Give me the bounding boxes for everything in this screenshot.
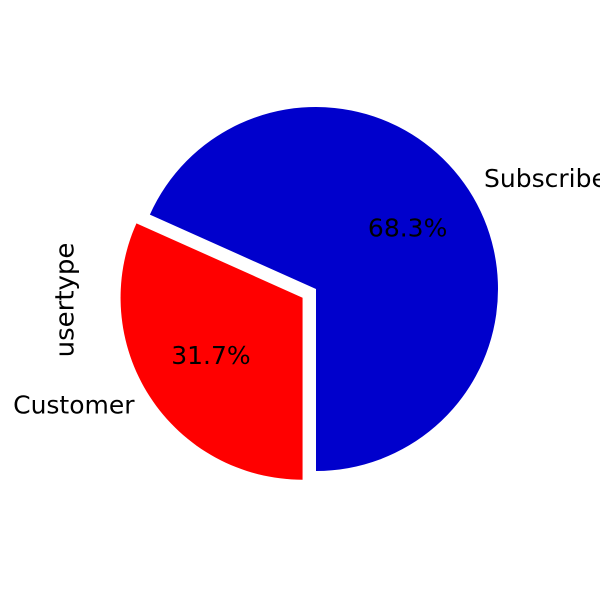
- y-axis-label: usertype: [51, 243, 81, 358]
- pie-percent-label-customer: 31.7%: [171, 341, 250, 370]
- pie-slices: [120, 106, 498, 480]
- pie-slice-subscriber: [149, 106, 498, 471]
- pie-category-label-subscriber: Subscriber: [484, 164, 600, 193]
- pie-category-label-customer: Customer: [13, 391, 135, 420]
- pie-percent-label-subscriber: 68.3%: [368, 214, 447, 243]
- pie-labels: 68.3% Subscriber 31.7% Customer: [13, 164, 600, 419]
- pie-slice-customer: [120, 223, 303, 480]
